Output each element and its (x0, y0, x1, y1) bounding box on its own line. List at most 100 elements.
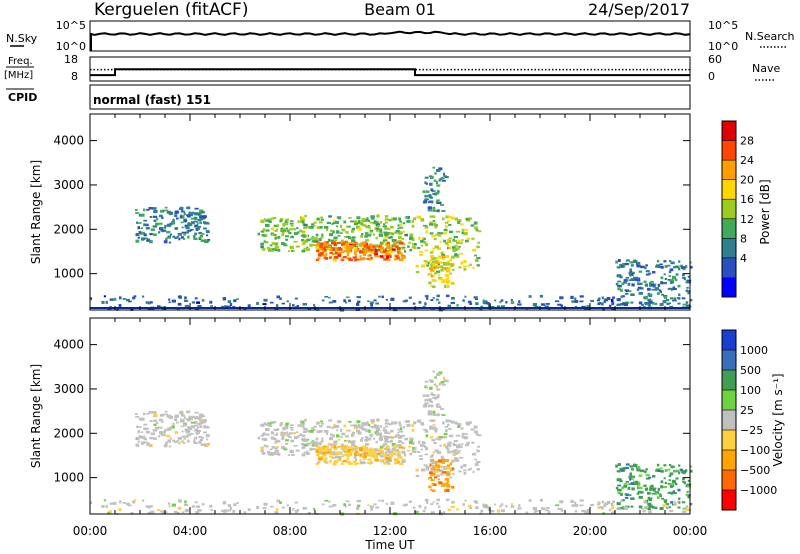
velocity-scatter-cell (268, 424, 272, 427)
colorbar-segment (722, 450, 736, 471)
velocity-scatter-cell (434, 430, 438, 433)
velocity-scatter-cell (433, 426, 437, 429)
velocity-scatter-cell (297, 424, 302, 427)
cpid-panel: CPID normal (fast) 151 (6, 84, 691, 110)
date-title: 24/Sep/2017 (588, 0, 690, 19)
velocity-scatter-cell (347, 449, 352, 453)
velocity-scatter-cell (103, 499, 106, 502)
power-scatter-cell (663, 294, 668, 298)
power-scatter-cell (382, 239, 388, 242)
power-scatter-cell (386, 234, 389, 237)
velocity-scatter-cell (359, 447, 363, 451)
velocity-scatter-cell (399, 445, 404, 448)
power-scatter-cell (645, 270, 650, 273)
power-scatter-cell (350, 229, 355, 233)
velocity-scatter-cell (528, 499, 532, 502)
power-scatter-cell (293, 241, 298, 243)
power-scatter-cell (432, 262, 436, 266)
velocity-scatter-cell (629, 478, 632, 481)
power-scatter-cell (687, 290, 691, 293)
power-scatter-cell (164, 206, 168, 209)
power-scatter-cell (332, 222, 336, 225)
velocity-scatter-cell (630, 482, 635, 485)
power-scatter-cell (432, 275, 435, 277)
velocity-scatter-cell (363, 456, 367, 459)
velocity-scatter-cell (196, 505, 200, 508)
velocity-scatter-cell (341, 446, 345, 450)
velocity-scatter-cell (434, 428, 438, 430)
power-scatter-cell (174, 210, 179, 214)
velocity-scatter-cell (306, 442, 311, 446)
power-scatter-cell (668, 302, 671, 304)
velocity-scatter-cell (387, 458, 392, 462)
power-scatter-cell (440, 261, 443, 264)
colorbar-segment (722, 330, 736, 351)
power-scatter-cell (411, 224, 415, 228)
velocity-scatter-cell (343, 445, 347, 448)
velocity-scatter-cell (317, 452, 320, 455)
velocity-scatter-cell (169, 426, 173, 430)
power-scatter-cell (650, 280, 654, 284)
velocity-scatter-cell (425, 386, 428, 389)
velocity-scatter-cell (277, 439, 281, 443)
power-scatter-cell (640, 265, 645, 269)
power-scatter-cell (168, 211, 173, 215)
power-scatter-cell (430, 284, 433, 287)
power-scatter-cell (302, 234, 306, 238)
velocity-scatter-cell (380, 454, 385, 458)
velocity-scatter-cell (377, 429, 381, 432)
power-scatter-cell (268, 220, 272, 223)
velocity-scatter-cell (649, 488, 653, 491)
power-scatter-cell (287, 250, 291, 252)
velocity-scatter-cell (463, 433, 468, 435)
power-scatter-cell (369, 301, 374, 304)
velocity-scatter-cell (301, 446, 304, 450)
velocity-scatter-cell (574, 501, 577, 505)
power-scatter-cell (534, 305, 539, 308)
power-scatter-cell (360, 223, 363, 226)
velocity-scatter-cell (474, 462, 479, 466)
velocity-scatter-cell (266, 450, 270, 454)
power-scatter-cell (456, 304, 459, 307)
power-scatter-cell (361, 223, 366, 227)
power-scatter-cell (332, 258, 337, 262)
velocity-scatter-cell (533, 511, 537, 513)
power-scatter-cell (165, 237, 168, 241)
velocity-scatter-cell (342, 449, 346, 452)
power-scatter-cell (303, 241, 306, 245)
velocity-scatter-cell (311, 444, 315, 447)
power-scatter-cell (651, 301, 655, 305)
power-scatter-cell (274, 248, 277, 251)
power-scatter-cell (442, 261, 448, 265)
power-scatter-cell (623, 281, 627, 284)
power-scatter-cell (180, 221, 184, 224)
power-scatter-cell (350, 220, 355, 223)
velocity-scatter-cell (153, 423, 157, 426)
power-scatter-cell (132, 296, 136, 300)
velocity-scatter-cell (429, 436, 434, 439)
velocity-scatter-cell (355, 458, 358, 461)
power-scatter-cell (146, 239, 150, 242)
velocity-scatter-cell (275, 439, 278, 442)
power-scatter-cell (343, 243, 347, 246)
power-scatter-cell (494, 299, 497, 302)
velocity-scatter-cell (296, 509, 300, 512)
power-scatter-cell (463, 267, 467, 271)
velocity-scatter-cell (319, 451, 324, 455)
power-scatter-cell (269, 244, 273, 247)
velocity-scatter-cell (204, 443, 207, 447)
velocity-scatter-cell (672, 479, 676, 483)
power-scatter-cell (652, 271, 656, 274)
power-scatter-cell (149, 240, 152, 243)
velocity-scatter-cell (222, 502, 226, 505)
power-scatter-cell (303, 247, 307, 250)
y-tick-label: 2000 (53, 426, 84, 440)
velocity-scatter-cell (657, 469, 661, 472)
power-scatter-cell (382, 225, 387, 228)
power-scatter-cell (629, 290, 632, 293)
power-scatter-cell (345, 225, 349, 228)
velocity-scatter-cell (638, 505, 643, 509)
velocity-scatter-cell (179, 410, 184, 414)
power-scatter-cell (384, 221, 388, 224)
power-scatter-cell (377, 225, 381, 228)
